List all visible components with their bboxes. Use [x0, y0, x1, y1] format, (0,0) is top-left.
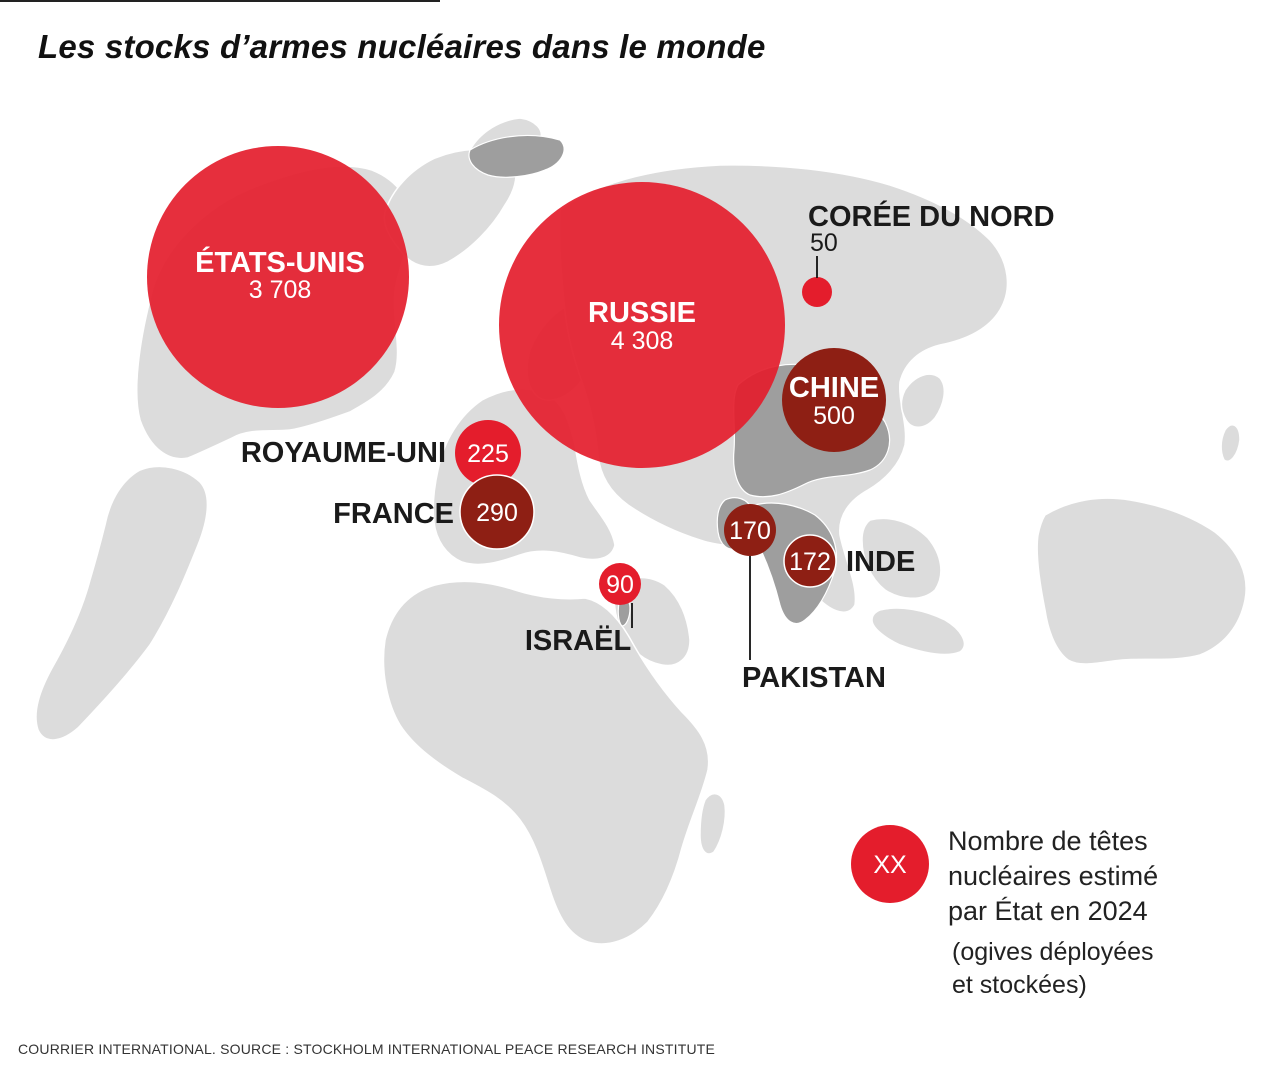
value-russie: 4 308 [611, 327, 674, 355]
leader-lines [631, 256, 818, 660]
value-france: 290 [476, 499, 518, 527]
legend-subline: (ogives déployées [952, 938, 1154, 966]
value-inde: 172 [789, 548, 831, 576]
name-coree-du-nord: CORÉE DU NORD [808, 199, 1055, 233]
bubble-inde [783, 534, 837, 588]
bubble-israel [599, 563, 641, 605]
name-inde: INDE [846, 546, 915, 578]
source-credit: COURRIER INTERNATIONAL. SOURCE : STOCKHO… [18, 1041, 716, 1057]
value-pakistan: 170 [729, 517, 771, 545]
legend-symbol: XX [873, 851, 907, 879]
value-royaume-uni: 225 [467, 440, 509, 468]
value-israel: 90 [606, 571, 634, 599]
bubble-coree-du-nord [802, 277, 832, 307]
name-israel: ISRAËL [525, 624, 631, 657]
country-names: ÉTATS-UNIS RUSSIE CORÉE DU NORD CHINE RO… [195, 199, 1054, 694]
land-madagascar [699, 793, 727, 855]
name-pakistan: PAKISTAN [742, 662, 886, 694]
land-japan [900, 373, 946, 428]
name-etats-unis: ÉTATS-UNIS [195, 245, 365, 279]
value-coree-du-nord: 50 [810, 229, 838, 257]
value-chine: 500 [813, 402, 855, 430]
legend-subtext: (ogives déployées et stockées) [952, 936, 1154, 1002]
top-rule [0, 0, 440, 2]
land-indonesia [871, 607, 966, 656]
legend-line: par État en 2024 [948, 896, 1148, 926]
map-title: Les stocks d’armes nucléaires dans le mo… [38, 28, 766, 65]
bubble-russie [499, 182, 785, 468]
name-chine: CHINE [789, 372, 879, 404]
legend-line: nucléaires estimé [948, 861, 1159, 891]
bubbles [147, 146, 929, 903]
land-south-america [35, 465, 209, 741]
name-royaume-uni: ROYAUME-UNI [241, 437, 446, 469]
land-russia-far-east [468, 134, 565, 178]
bubble-france [459, 474, 535, 550]
bubble-pakistan [724, 504, 776, 556]
country-values: 3 708 4 308 50 500 225 290 170 172 90 XX [249, 229, 907, 879]
value-etats-unis: 3 708 [249, 276, 312, 304]
bubble-etats-unis [147, 146, 409, 408]
legend-line: Nombre de têtes [948, 826, 1148, 856]
land-southeast-asia [861, 517, 942, 599]
land-new-zealand [1220, 424, 1241, 462]
legend-text: Nombre de têtes nucléaires estimé par Ét… [948, 824, 1158, 929]
land-africa [382, 580, 710, 945]
land-australia [1036, 497, 1247, 665]
legend-subline: et stockées) [952, 971, 1087, 999]
bubble-royaume-uni [455, 420, 521, 486]
legend-bubble [851, 825, 929, 903]
name-france: FRANCE [333, 498, 454, 530]
name-russie: RUSSIE [588, 297, 696, 329]
bubble-chine [782, 348, 886, 452]
